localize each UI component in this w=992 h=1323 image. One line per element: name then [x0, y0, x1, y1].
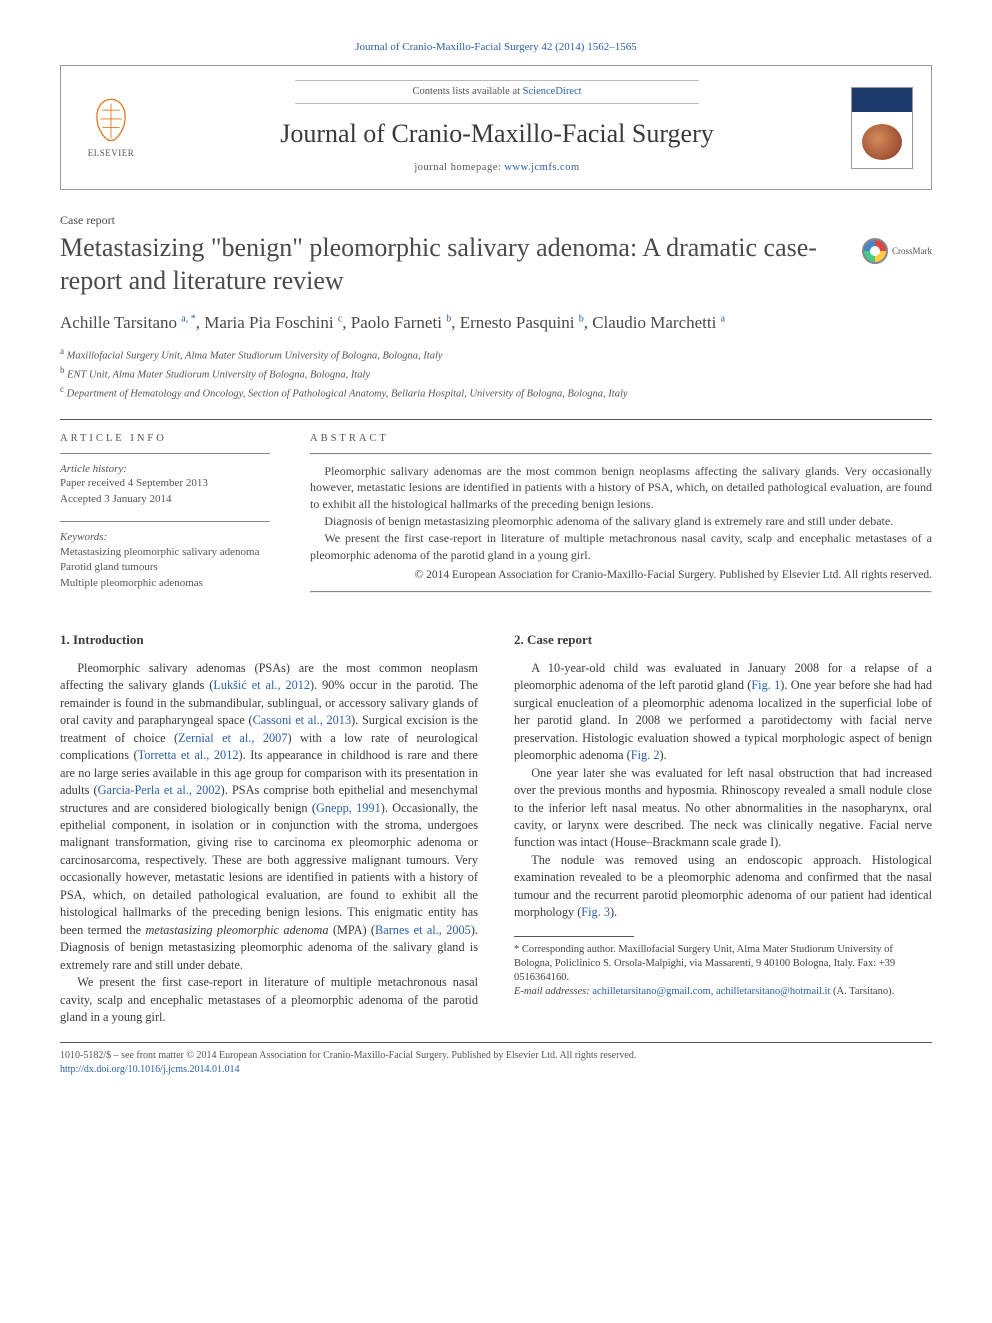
- abstract-rule: [310, 453, 932, 455]
- crossmark-label: CrossMark: [892, 245, 932, 257]
- history-label: Article history:: [60, 462, 270, 477]
- body-columns: 1. Introduction Pleomorphic salivary ade…: [60, 631, 932, 1026]
- intro-p2: We present the first case-report in lite…: [60, 974, 478, 1026]
- affiliations: a Maxillofacial Surgery Unit, Alma Mater…: [60, 345, 932, 401]
- sciencedirect-link[interactable]: ScienceDirect: [523, 86, 582, 97]
- journal-name: Journal of Cranio-Maxillo-Facial Surgery: [161, 116, 833, 151]
- abstract-p3: We present the first case-report in lite…: [310, 530, 932, 564]
- section-1-heading: 1. Introduction: [60, 631, 478, 649]
- journal-cover-thumb: [851, 87, 913, 169]
- case-p1: A 10-year-old child was evaluated in Jan…: [514, 660, 932, 765]
- top-citation: Journal of Cranio-Maxillo-Facial Surgery…: [60, 40, 932, 55]
- info-rule-1: [60, 453, 270, 454]
- info-rule-2: [60, 521, 270, 522]
- abstract-heading: ABSTRACT: [310, 432, 932, 446]
- history-body: Paper received 4 September 2013Accepted …: [60, 476, 270, 507]
- doi-link[interactable]: http://dx.doi.org/10.1016/j.jcms.2014.01…: [60, 1064, 240, 1075]
- journal-header: ELSEVIER Contents lists available at Sci…: [60, 65, 932, 190]
- section-2-heading: 2. Case report: [514, 631, 932, 649]
- case-p3: The nodule was removed using an endoscop…: [514, 852, 932, 922]
- homepage-link[interactable]: www.jcmfs.com: [504, 162, 579, 173]
- article-info-heading: ARTICLE INFO: [60, 432, 270, 446]
- contents-available-line: Contents lists available at ScienceDirec…: [295, 80, 698, 104]
- article-type: Case report: [60, 212, 932, 228]
- crossmark-badge[interactable]: CrossMark: [862, 238, 932, 264]
- abstract-p1: Pleomorphic salivary adenomas are the mo…: [310, 463, 932, 513]
- footnote-rule: [514, 936, 634, 937]
- keywords-label: Keywords:: [60, 530, 270, 545]
- crossmark-icon: [862, 238, 888, 264]
- bottom-rule: [60, 1042, 932, 1043]
- footnotes: * Corresponding author. Maxillofacial Su…: [514, 943, 932, 1000]
- elsevier-label: ELSEVIER: [88, 147, 135, 159]
- article-title: Metastasizing "benign" pleomorphic saliv…: [60, 232, 850, 297]
- abstract-block: ABSTRACT Pleomorphic salivary adenomas a…: [310, 432, 932, 593]
- intro-p1: Pleomorphic salivary adenomas (PSAs) are…: [60, 660, 478, 974]
- case-p2: One year later she was evaluated for lef…: [514, 765, 932, 852]
- front-matter-line: 1010-5182/$ – see front matter © 2014 Eu…: [60, 1049, 932, 1063]
- rule-above-meta: [60, 419, 932, 420]
- abstract-p2: Diagnosis of benign metastasizing pleomo…: [310, 513, 932, 530]
- bottom-info: 1010-5182/$ – see front matter © 2014 Eu…: [60, 1049, 932, 1077]
- abstract-copyright: © 2014 European Association for Cranio-M…: [310, 567, 932, 583]
- authors-line: Achille Tarsitano a, *, Maria Pia Foschi…: [60, 311, 932, 335]
- contents-prefix: Contents lists available at: [412, 86, 522, 97]
- elsevier-logo: ELSEVIER: [79, 93, 143, 163]
- journal-homepage-line: journal homepage: www.jcmfs.com: [161, 161, 833, 175]
- email-line: E-mail addresses: achilletarsitano@gmail…: [514, 985, 932, 999]
- article-info-block: ARTICLE INFO Article history: Paper rece…: [60, 432, 270, 593]
- keywords-body: Metastasizing pleomorphic salivary adeno…: [60, 545, 270, 591]
- corresponding-author: * Corresponding author. Maxillofacial Su…: [514, 943, 932, 986]
- homepage-prefix: journal homepage:: [414, 162, 504, 173]
- abstract-rule-bottom: [310, 591, 932, 593]
